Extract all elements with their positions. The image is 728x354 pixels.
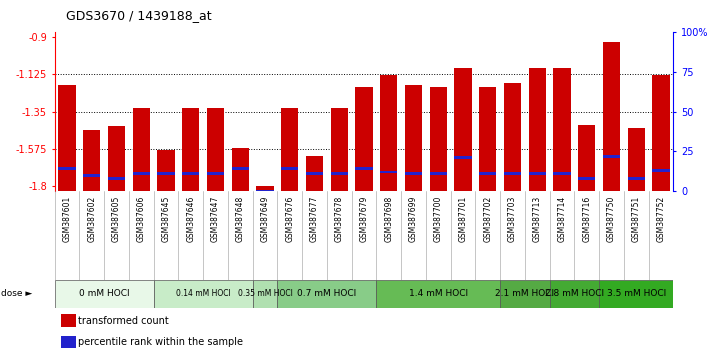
Text: 0.35 mM HOCl: 0.35 mM HOCl [237,289,293,298]
Bar [578,177,596,180]
Text: GSM387677: GSM387677 [310,196,319,242]
Bar [306,172,323,175]
Text: 0.14 mM HOCl: 0.14 mM HOCl [175,289,231,298]
Bar [108,177,125,180]
Text: GSM387601: GSM387601 [63,196,71,242]
Bar [108,126,125,191]
Text: GSM387751: GSM387751 [632,196,641,242]
Bar [306,156,323,191]
Bar [376,280,500,308]
Bar [553,172,571,175]
Bar [454,68,472,191]
Bar [553,68,571,191]
Bar [578,125,596,191]
Bar [182,172,199,175]
Bar [454,156,472,159]
Bar [182,108,199,191]
Bar [256,190,274,193]
Bar [355,167,373,170]
Bar [61,314,76,327]
Text: 0 mM HOCl: 0 mM HOCl [79,289,130,298]
Bar [603,42,620,191]
Text: dose ►: dose ► [1,289,32,298]
Bar [277,280,376,308]
Text: GSM387605: GSM387605 [112,196,121,242]
Text: GSM387702: GSM387702 [483,196,492,242]
Bar [83,130,100,191]
Bar [430,172,447,175]
Text: GSM387700: GSM387700 [434,196,443,242]
Text: 2.1 mM HOCl: 2.1 mM HOCl [495,289,555,298]
Bar [529,68,546,191]
Text: GSM387750: GSM387750 [607,196,616,242]
Bar [504,172,521,175]
Bar [55,280,154,308]
Bar [628,128,645,191]
Bar [132,108,150,191]
Bar [256,186,274,191]
Text: GSM387752: GSM387752 [657,196,665,242]
Bar [603,155,620,158]
Bar [652,75,670,191]
Text: GSM387646: GSM387646 [186,196,195,242]
Text: GSM387676: GSM387676 [285,196,294,242]
Bar [207,108,224,191]
Bar [154,280,253,308]
Text: GSM387645: GSM387645 [162,196,170,242]
Text: GSM387716: GSM387716 [582,196,591,242]
Text: percentile rank within the sample: percentile rank within the sample [78,337,243,347]
Text: GSM387648: GSM387648 [236,196,245,242]
Bar [157,150,175,191]
Text: GSM387703: GSM387703 [508,196,517,242]
Bar [281,167,298,170]
Bar [281,108,298,191]
Text: GSM387647: GSM387647 [211,196,220,242]
Bar [500,280,550,308]
Text: GSM387602: GSM387602 [87,196,96,242]
Bar [430,87,447,191]
Bar [58,85,76,191]
Text: 3.5 mM HOCl: 3.5 mM HOCl [606,289,666,298]
Text: 0.7 mM HOCl: 0.7 mM HOCl [297,289,357,298]
Text: GSM387713: GSM387713 [533,196,542,242]
Bar [405,85,422,191]
Bar [83,174,100,177]
Text: GSM387679: GSM387679 [360,196,368,242]
Bar [331,108,348,191]
Text: GSM387649: GSM387649 [261,196,269,242]
Bar [58,167,76,170]
Bar [157,172,175,175]
Bar [504,83,521,191]
Bar [61,336,76,348]
Bar [628,177,645,180]
Bar [207,172,224,175]
Bar [599,280,673,308]
Text: GSM387606: GSM387606 [137,196,146,242]
Text: GSM387714: GSM387714 [558,196,566,242]
Bar [380,171,397,173]
Text: 1.4 mM HOCl: 1.4 mM HOCl [408,289,468,298]
Text: GSM387678: GSM387678 [335,196,344,242]
Bar [232,167,249,170]
Bar [253,280,277,308]
Text: GSM387698: GSM387698 [384,196,393,242]
Bar [529,172,546,175]
Bar [479,87,496,191]
Bar [232,148,249,191]
Bar [380,75,397,191]
Bar [405,172,422,175]
Bar [355,87,373,191]
Bar [132,172,150,175]
Bar [550,280,599,308]
Bar [331,172,348,175]
Text: GSM387701: GSM387701 [459,196,467,242]
Text: transformed count: transformed count [78,316,169,326]
Bar [479,172,496,175]
Text: GSM387699: GSM387699 [409,196,418,242]
Text: GDS3670 / 1439188_at: GDS3670 / 1439188_at [66,9,211,22]
Bar [652,169,670,172]
Text: 2.8 mM HOCl: 2.8 mM HOCl [545,289,604,298]
